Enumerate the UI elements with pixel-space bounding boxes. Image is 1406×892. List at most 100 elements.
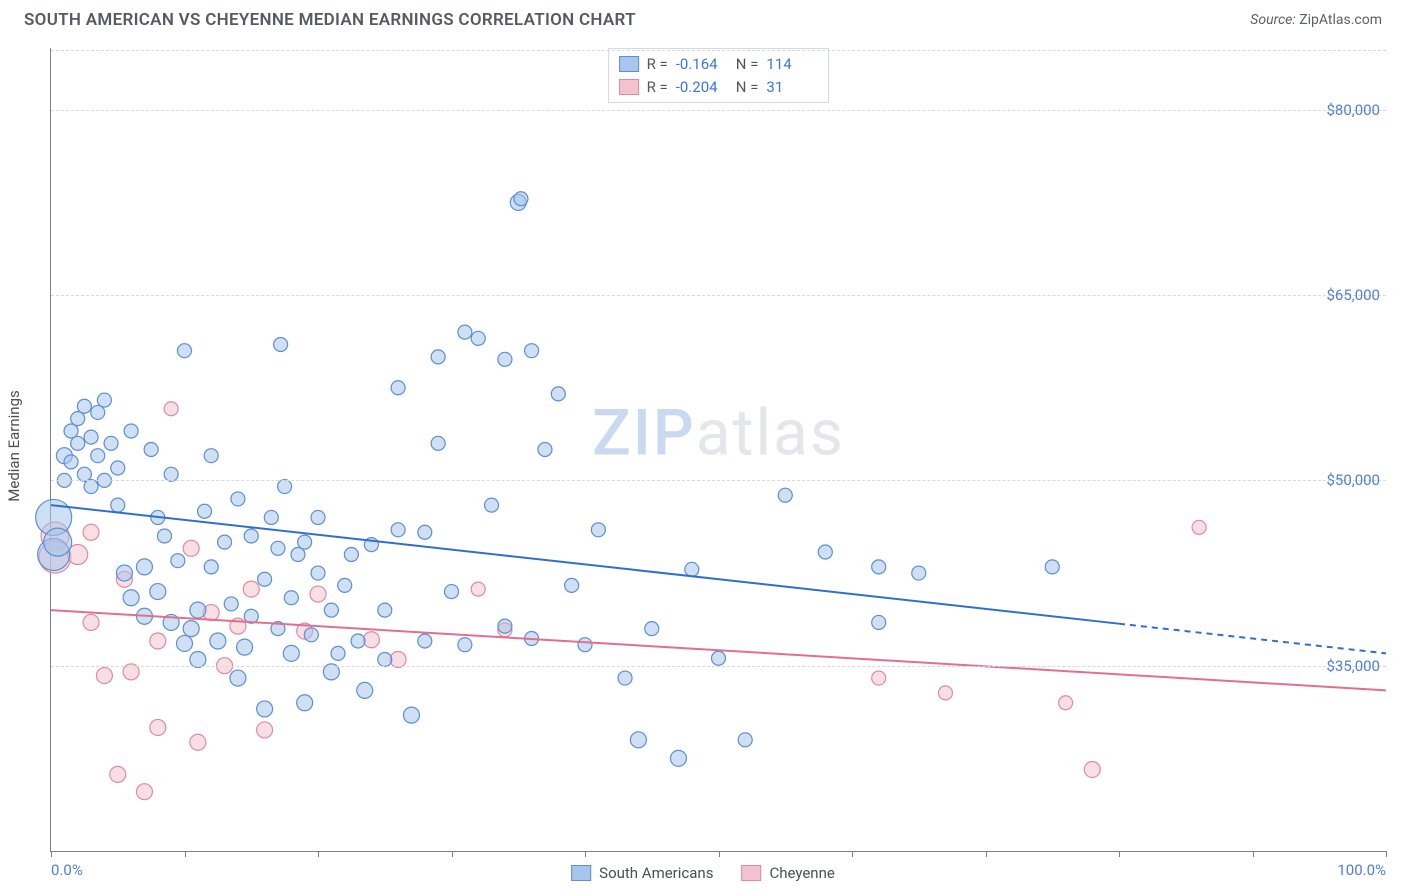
scatter-point: [237, 639, 253, 655]
trend-line-dashed: [1119, 624, 1386, 654]
x-tick: [1253, 851, 1254, 857]
scatter-point: [91, 449, 105, 463]
source-label: Source:: [1250, 12, 1295, 28]
scatter-point: [71, 436, 85, 450]
gridline: [51, 110, 1386, 111]
x-tick-label: 0.0%: [51, 861, 83, 879]
scatter-point: [418, 525, 432, 539]
scatter-point: [445, 585, 459, 599]
chart-title: SOUTH AMERICAN VS CHEYENNE MEDIAN EARNIN…: [24, 10, 636, 30]
scatter-point: [431, 436, 445, 450]
correlation-row-1: R = -0.164 N = 114: [619, 53, 819, 76]
y-tick-label: $80,000: [1326, 101, 1380, 119]
scatter-point: [525, 344, 539, 358]
scatter-point: [912, 566, 926, 580]
legend-label-1: South Americans: [599, 864, 713, 882]
chart-plot-area: ZIPatlas R = -0.164 N = 114 R = -0.204 N…: [50, 48, 1386, 852]
scatter-point: [304, 628, 318, 642]
scatter-point: [190, 602, 206, 618]
scatter-point: [872, 671, 886, 685]
n-label: N =: [736, 53, 759, 76]
source-value: ZipAtlas.com: [1299, 12, 1382, 28]
scatter-point: [111, 498, 125, 512]
scatter-point: [111, 461, 125, 475]
scatter-point: [150, 719, 166, 735]
scatter-point: [363, 632, 379, 648]
legend-swatch-2: [741, 865, 761, 881]
scatter-point: [183, 621, 199, 637]
x-tick: [585, 851, 586, 857]
scatter-point: [1192, 520, 1206, 534]
scatter-point: [178, 344, 192, 358]
scatter-point: [116, 565, 132, 581]
scatter-point: [204, 560, 218, 574]
scatter-point: [578, 638, 592, 652]
scatter-point: [136, 559, 152, 575]
scatter-point: [150, 584, 166, 600]
scatter-point: [257, 722, 273, 738]
y-tick-label: $50,000: [1326, 471, 1380, 489]
scatter-point: [84, 430, 98, 444]
x-tick: [51, 851, 52, 857]
scatter-point: [298, 535, 312, 549]
x-tick: [719, 851, 720, 857]
scatter-point: [218, 535, 232, 549]
scatter-point: [104, 436, 118, 450]
scatter-point: [431, 350, 445, 364]
scatter-point: [378, 653, 392, 667]
scatter-point: [164, 402, 178, 416]
scatter-point: [243, 581, 259, 597]
scatter-point: [685, 562, 699, 576]
scatter-point: [110, 766, 126, 782]
x-tick: [452, 851, 453, 857]
correlation-row-2: R = -0.204 N = 31: [619, 76, 819, 99]
gridline: [51, 666, 1386, 667]
scatter-point: [136, 784, 152, 800]
scatter-point: [97, 393, 111, 407]
scatter-point: [274, 337, 288, 351]
scatter-point: [283, 645, 299, 661]
scatter-point: [258, 572, 272, 586]
scatter-point: [591, 523, 605, 537]
scatter-point: [231, 492, 245, 506]
scatter-point: [872, 560, 886, 574]
n-label: N =: [736, 76, 759, 99]
scatter-point: [311, 566, 325, 580]
scatter-point: [514, 192, 528, 206]
scatter-point: [378, 603, 392, 617]
chart-header: SOUTH AMERICAN VS CHEYENNE MEDIAN EARNIN…: [0, 0, 1406, 36]
scatter-point: [872, 615, 886, 629]
scatter-point: [351, 634, 365, 648]
scatter-point: [712, 651, 726, 665]
scatter-point: [83, 524, 99, 540]
x-tick: [986, 851, 987, 857]
x-tick: [1386, 851, 1387, 857]
scatter-point: [391, 523, 405, 537]
r-label: R =: [647, 76, 668, 99]
scatter-point: [391, 381, 405, 395]
scatter-point: [324, 603, 338, 617]
scatter-point: [96, 668, 112, 684]
scatter-point: [645, 622, 659, 636]
scatter-point: [64, 455, 78, 469]
scatter-point: [190, 734, 206, 750]
x-tick-label: 100.0%: [1337, 861, 1386, 879]
scatter-point: [357, 682, 373, 698]
gridline: [51, 295, 1386, 296]
scatter-point: [551, 387, 565, 401]
scatter-point: [77, 467, 91, 481]
scatter-point: [71, 412, 85, 426]
scatter-point: [244, 529, 258, 543]
x-tick: [1119, 851, 1120, 857]
scatter-point: [297, 695, 313, 711]
scatter-point: [210, 633, 226, 649]
scatter-point: [64, 424, 78, 438]
scatter-point: [630, 732, 646, 748]
scatter-point: [310, 586, 326, 602]
scatter-point: [1045, 560, 1059, 574]
x-tick: [185, 851, 186, 857]
legend-label-2: Cheyenne: [769, 864, 834, 882]
legend-item-2: Cheyenne: [741, 864, 834, 882]
scatter-point: [458, 638, 472, 652]
scatter-point: [485, 498, 499, 512]
